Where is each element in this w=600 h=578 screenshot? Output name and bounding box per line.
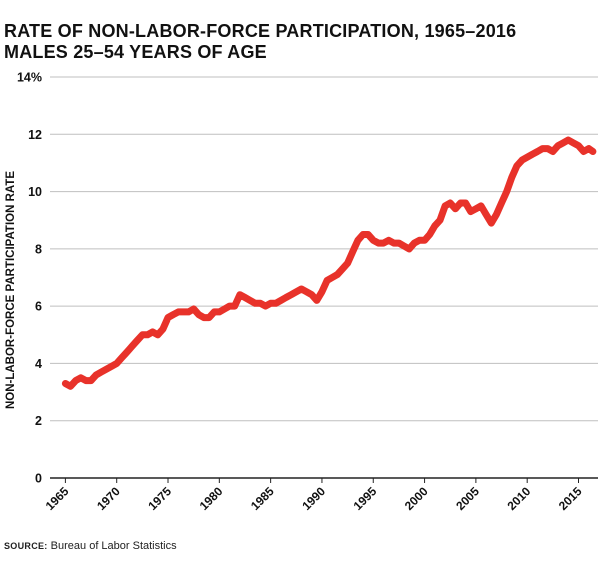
chart-title-line1: RATE OF NON-LABOR-FORCE PARTICIPATION, 1… xyxy=(4,21,517,41)
y-tick-label: 4 xyxy=(35,357,42,371)
x-tick-label: 1965 xyxy=(43,484,72,513)
x-tick-label: 1980 xyxy=(197,484,226,513)
chart-title: RATE OF NON-LABOR-FORCE PARTICIPATION, 1… xyxy=(4,21,516,63)
data-series xyxy=(61,136,597,390)
series-line xyxy=(61,136,597,390)
source-note: SOURCE: Bureau of Labor Statistics xyxy=(4,540,177,552)
y-tick-label: 8 xyxy=(35,242,42,256)
y-axis-label: NON-LABOR-FORCE PARTICIPATION RATE xyxy=(5,171,17,409)
y-tick-label: 0 xyxy=(35,472,42,486)
source-text: Bureau of Labor Statistics xyxy=(50,540,177,552)
y-tick-label: 2 xyxy=(35,414,42,428)
y-tick-label: 14% xyxy=(17,71,42,85)
x-tick-label: 2005 xyxy=(453,484,482,513)
x-tick-label: 2000 xyxy=(402,484,431,513)
x-tick-label: 1990 xyxy=(299,484,328,513)
x-tick-label: 1970 xyxy=(94,484,123,513)
source-label: SOURCE: xyxy=(4,541,48,551)
x-tick-label: 2015 xyxy=(556,484,585,513)
x-axis xyxy=(50,477,598,483)
x-tick-labels: 1965 1970 1975 1980 1985 1990 1995 2000 2005 2010… xyxy=(43,484,585,513)
x-tick-label: 2010 xyxy=(505,484,534,513)
x-tick-label: 1975 xyxy=(145,484,174,513)
x-tick-label: 1985 xyxy=(248,484,277,513)
y-tick-label: 12 xyxy=(28,128,42,142)
y-tick-label: 6 xyxy=(35,300,42,314)
y-gridlines xyxy=(50,76,598,422)
x-tick-label: 1995 xyxy=(351,484,380,513)
y-tick-label: 10 xyxy=(28,185,42,199)
chart-subtitle: MALES 25–54 YEARS OF AGE xyxy=(4,42,267,62)
y-tick-labels: 0 2 4 6 8 10 12 14% xyxy=(17,71,42,486)
